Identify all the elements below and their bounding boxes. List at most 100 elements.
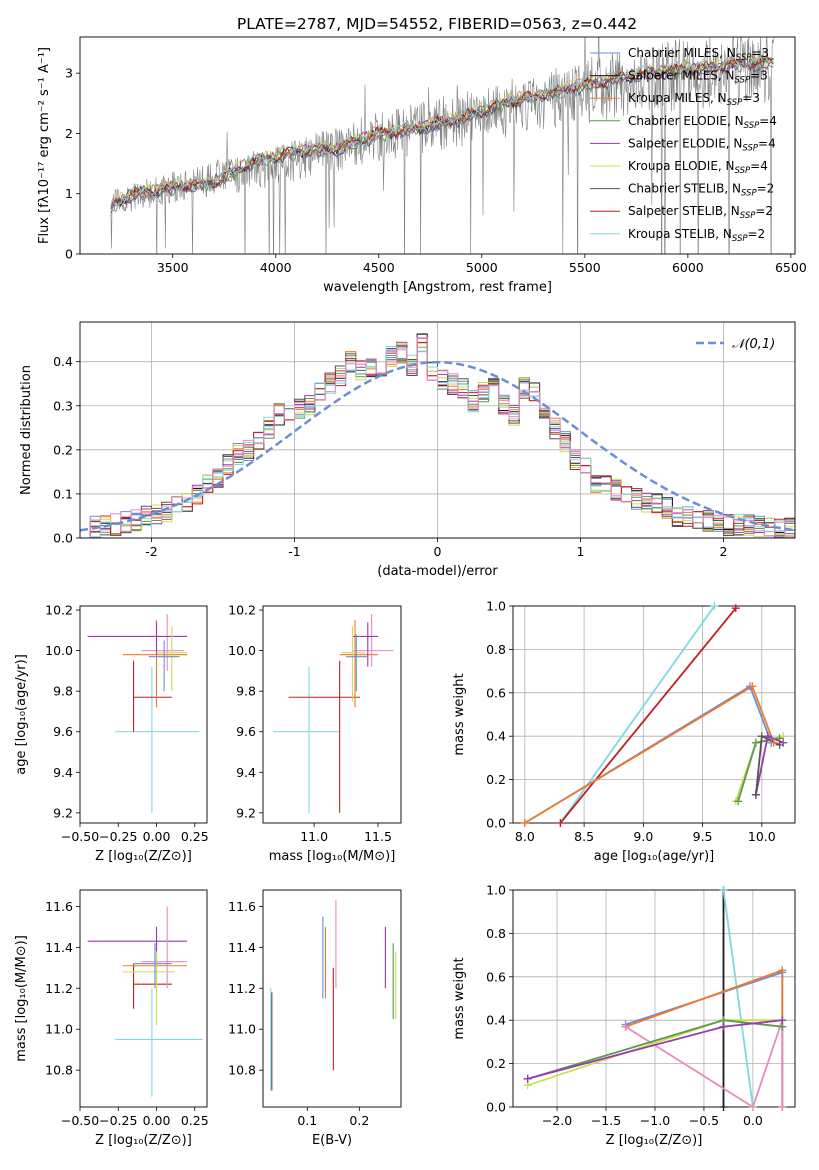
weight-marker-3-1 [748,682,757,691]
y-tick-label: 1.0 [486,599,506,614]
weight-marker-7-1 [757,732,766,741]
y-tick-label: 9.4 [236,765,256,780]
x-tick-label: 6000 [672,260,704,275]
x-tick-label: 0.0 [743,1113,763,1128]
y-tick-label: 9.8 [236,684,256,699]
x-tick-label: 2 [720,544,728,559]
weight-marker-7-0 [523,1074,532,1083]
model-line-8 [110,55,774,207]
y-tick-label: 11.4 [45,940,73,955]
axes-frame [79,321,796,539]
x-tick-label: 10.0 [748,829,776,844]
panel-residuals: -2 -1 0 1 2 0.0 0.1 0.2 0.3 0.4 (data-model)/error… [19,321,796,579]
plot-area [87,906,203,1097]
weight-marker-3-1 [778,966,787,975]
weight-marker-5-1 [751,738,760,747]
y-axis-label: age [log₁₀(age/yr)] [14,654,29,775]
weight-marker-0-0 [719,1103,728,1111]
model-line-6 [110,56,774,210]
y-tick-label: 0.0 [486,1100,506,1115]
y-axis-label: mass weight [452,673,467,755]
legend-label-2: Kroupa MILES, NSSP=3 [628,91,760,108]
y-tick-label: 9.2 [53,805,73,820]
model-line-3 [110,58,774,214]
y-tick-label: 11.4 [228,940,256,955]
y-tick-label: 11.2 [228,981,256,996]
x-tick-label: 0.25 [181,829,209,844]
x-tick-label: 3500 [157,260,189,275]
axes-frame [262,605,402,824]
x-axis-label: Z [log₁₀(Z/Z⊙)] [606,1133,703,1148]
y-tick-label: 2 [65,126,73,141]
y-tick-label: 9.6 [53,724,73,739]
y-tick-label: 11.6 [45,899,73,914]
weight-marker-7-2 [775,740,784,749]
y-tick-label: 0.2 [53,442,73,457]
x-tick-label: 9.5 [693,829,713,844]
y-tick-label: 0.0 [486,816,506,831]
axes-frame [79,36,796,255]
x-tick-label: 5500 [569,260,601,275]
plot-area [270,900,397,1091]
panel-age_vs_Z: −0.50 −0.25 0.00 0.25 9.2 9.4 9.6 9.8 10.0 10.2 Z … [14,603,209,864]
panel-age_vs_mass: 11.0 11.5 9.2 9.4 9.6 9.8 10.0 10.2 mass [log₁₀(… [228,603,402,864]
y-tick-label: 0 [65,247,73,262]
legend-label-1: Salpeter MILES, NSSP=3 [628,69,768,86]
y-tick-label: 11.6 [228,899,256,914]
weight-marker-0-1 [710,602,719,610]
weight-marker-1-0 [719,886,728,894]
panel-mass_vs_Z: −0.50 −0.25 0.00 0.25 10.8 11.0 11.2 11.4 11.6 Z … [14,889,209,1148]
y-tick-label: 10.0 [45,643,73,658]
x-tick-label: 9.0 [633,829,653,844]
y-axis-label: Normed distribution [19,365,34,495]
x-tick-label: -1 [288,544,300,559]
weight-marker-7-2 [778,1016,787,1025]
axes-frame [79,605,208,824]
x-tick-label: 0.1 [297,1113,317,1128]
axes-frame [512,889,796,1108]
panel-massweight_vs_age: 8.0 8.5 9.0 9.5 10.0 0.0 0.2 0.4 0.6 0.8 1.0 age [l… [452,599,796,864]
x-tick-label: 0.25 [181,1113,209,1128]
x-tick-label: -2 [145,544,157,559]
weight-marker-1-1 [731,604,740,613]
weight-marker-3-2 [769,738,778,747]
x-tick-label: −1.0 [640,1113,670,1128]
normal-legend-label: 𝒩(0,1) [732,337,775,352]
y-tick-label: 10.2 [228,603,256,618]
y-tick-label: 0.4 [53,354,73,369]
normal-curve [80,360,795,532]
x-tick-label: 0.00 [143,829,171,844]
legend-label-0: Chabrier MILES, NSSP=3 [628,46,769,63]
legend-label-6: Chabrier STELIB, NSSP=2 [628,182,774,199]
x-axis-label: wavelength [Angstrom, rest frame] [323,280,552,295]
x-axis-label: Z [log₁₀(Z/Z⊙)] [95,1133,192,1148]
weight-marker-7-0 [751,790,760,799]
y-tick-label: 0.3 [53,398,73,413]
spectrum-legend: Chabrier MILES, NSSP=3 Salpeter MILES, NS… [590,46,777,244]
y-axis-label: mass weight [452,957,467,1039]
plot-area [110,37,775,254]
y-axis-label: Flux [fλ10⁻¹⁷ erg cm⁻² s⁻¹ A⁻¹] [37,47,52,244]
panel-massweight_vs_Z: −2.0 −1.5 −1.0 −0.5 0.0 0.0 0.2 0.4 0.6 0.8 1.0 Z [… [452,883,796,1148]
legend-label-8: Kroupa STELIB, NSSP=2 [628,227,765,244]
y-tick-label: 1.0 [486,883,506,898]
x-tick-label: 0.2 [349,1113,369,1128]
y-tick-label: 0.8 [486,642,506,657]
y-tick-label: 9.6 [236,724,256,739]
plot-area [87,614,200,813]
weight-marker-5-0 [734,797,743,806]
histogram-series-9 [80,337,795,538]
x-axis-label: mass [log₁₀(M/M⊙)] [269,849,396,864]
x-axis-label: (data-model)/error [377,564,498,579]
weight-marker-4-0 [621,1022,630,1031]
y-tick-label: 11.0 [45,1022,73,1037]
weight-series-4 [625,1019,784,1107]
axes-frame [512,605,796,824]
y-tick-label: 0.1 [53,486,73,501]
x-tick-label: −1.5 [591,1113,621,1128]
weight-marker-4-3 [778,1103,787,1111]
weight-marker-4-1 [748,1103,757,1111]
y-axis-label: mass [log₁₀(M/M⊙)] [14,935,29,1062]
y-tick-label: 0.4 [486,729,506,744]
y-tick-label: 0.8 [486,926,506,941]
